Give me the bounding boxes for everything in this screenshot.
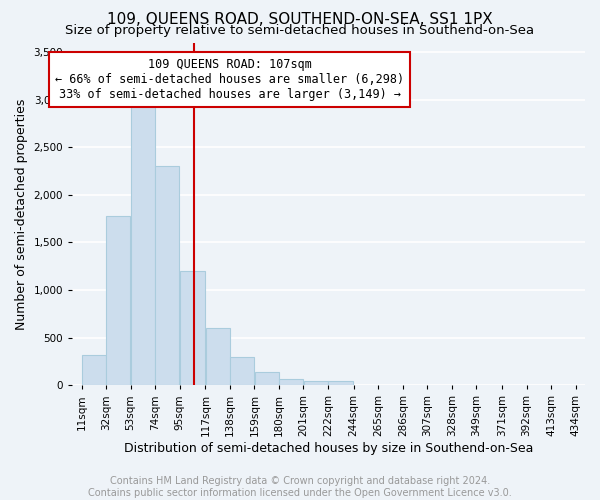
Bar xyxy=(255,372,278,386)
Bar xyxy=(180,271,205,386)
Text: Contains HM Land Registry data © Crown copyright and database right 2024.
Contai: Contains HM Land Registry data © Crown c… xyxy=(88,476,512,498)
Y-axis label: Number of semi-detached properties: Number of semi-detached properties xyxy=(15,98,28,330)
Bar xyxy=(82,355,106,386)
Bar xyxy=(106,216,130,386)
Bar xyxy=(230,356,254,386)
Text: Size of property relative to semi-detached houses in Southend-on-Sea: Size of property relative to semi-detach… xyxy=(65,24,535,37)
Bar xyxy=(328,380,353,386)
Bar xyxy=(279,378,303,386)
Bar xyxy=(155,166,179,386)
Bar xyxy=(131,104,155,386)
Text: 109, QUEENS ROAD, SOUTHEND-ON-SEA, SS1 1PX: 109, QUEENS ROAD, SOUTHEND-ON-SEA, SS1 1… xyxy=(107,12,493,28)
Bar xyxy=(206,328,230,386)
Text: 109 QUEENS ROAD: 107sqm
← 66% of semi-detached houses are smaller (6,298)
33% of: 109 QUEENS ROAD: 107sqm ← 66% of semi-de… xyxy=(55,58,404,101)
Bar xyxy=(304,380,328,386)
X-axis label: Distribution of semi-detached houses by size in Southend-on-Sea: Distribution of semi-detached houses by … xyxy=(124,442,533,455)
